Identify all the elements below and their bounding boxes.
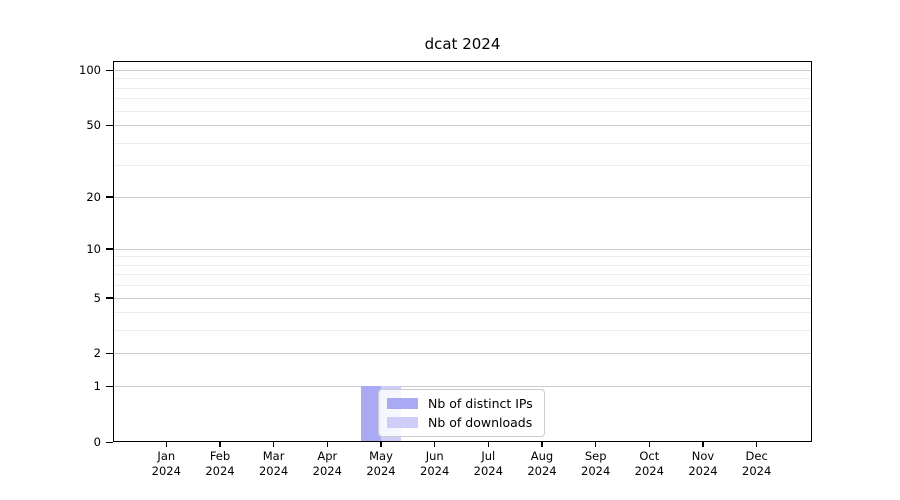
x-tick-year: 2024 xyxy=(473,464,503,478)
x-tick-label: May 2024 xyxy=(353,449,409,479)
y-major-gridline xyxy=(114,196,811,198)
y-tick-mark xyxy=(106,441,113,443)
y-major-gridline xyxy=(114,248,811,250)
y-tick-mark xyxy=(106,385,113,388)
x-tick-label: Feb 2024 xyxy=(192,449,248,479)
x-tick-label: Jul 2024 xyxy=(460,449,516,479)
y-tick-label: 2 xyxy=(93,346,101,361)
x-tick-month: May xyxy=(369,449,393,463)
x-tick-month: Dec xyxy=(745,449,768,463)
y-major-gridline xyxy=(114,70,811,71)
legend-item: Nb of downloads xyxy=(387,413,536,432)
x-tick-label: Jun 2024 xyxy=(407,449,463,479)
legend-label: Nb of downloads xyxy=(428,415,533,430)
x-tick-mark xyxy=(219,442,221,447)
y-minor-gridline xyxy=(114,78,811,80)
x-tick-year: 2024 xyxy=(527,464,557,478)
x-tick-label: Jan 2024 xyxy=(138,449,194,479)
y-tick-label: 20 xyxy=(86,189,101,204)
legend-item: Nb of distinct IPs xyxy=(387,394,536,413)
y-minor-gridline xyxy=(114,142,811,144)
x-tick-mark xyxy=(272,442,275,447)
y-tick-mark xyxy=(106,196,113,198)
y-major-gridline xyxy=(114,353,811,355)
x-tick-month: Apr xyxy=(317,449,338,463)
y-minor-gridline xyxy=(114,98,811,100)
y-minor-gridline xyxy=(114,165,811,167)
x-tick-mark xyxy=(541,442,543,447)
y-minor-gridline xyxy=(114,312,811,314)
y-major-gridline xyxy=(114,125,811,127)
y-major-gridline xyxy=(114,386,811,388)
y-tick-mark xyxy=(106,124,113,127)
x-tick-mark xyxy=(433,442,436,447)
x-tick-mark xyxy=(755,442,758,447)
x-tick-year: 2024 xyxy=(366,464,396,478)
x-tick-label: Apr 2024 xyxy=(299,449,355,479)
legend-label: Nb of distinct IPs xyxy=(428,396,533,411)
legend-swatch-downloads xyxy=(387,417,418,428)
x-tick-mark xyxy=(326,442,329,447)
x-tick-month: Aug xyxy=(530,449,554,463)
chart-title: dcat 2024 xyxy=(424,35,501,53)
x-tick-label: Nov 2024 xyxy=(675,449,731,479)
plot-area xyxy=(113,61,812,442)
y-minor-gridline xyxy=(114,274,811,276)
y-minor-gridline xyxy=(114,330,811,332)
y-tick-mark xyxy=(106,248,113,250)
x-tick-label: Mar 2024 xyxy=(246,449,302,479)
x-tick-month: Sep xyxy=(584,449,607,463)
x-tick-mark xyxy=(487,442,490,447)
y-major-gridline xyxy=(114,297,811,299)
x-tick-mark xyxy=(648,442,651,447)
y-minor-gridline xyxy=(114,256,811,258)
y-tick-label: 50 xyxy=(86,118,101,133)
x-tick-label: Sep 2024 xyxy=(568,449,624,479)
x-tick-year: 2024 xyxy=(581,464,611,478)
x-tick-year: 2024 xyxy=(205,464,235,478)
y-minor-gridline xyxy=(114,87,811,89)
x-tick-year: 2024 xyxy=(634,464,664,478)
y-tick-label: 10 xyxy=(86,241,101,256)
y-minor-gridline xyxy=(114,110,811,112)
x-tick-year: 2024 xyxy=(312,464,342,478)
y-minor-gridline xyxy=(114,285,811,287)
x-tick-label: Dec 2024 xyxy=(729,449,785,479)
y-tick-label: 5 xyxy=(93,290,101,305)
x-tick-year: 2024 xyxy=(742,464,772,478)
x-tick-month: Mar xyxy=(262,449,285,463)
x-tick-month: Nov xyxy=(691,449,715,463)
x-tick-year: 2024 xyxy=(688,464,718,478)
y-tick-label: 0 xyxy=(93,435,101,449)
x-tick-mark xyxy=(594,442,597,447)
x-tick-year: 2024 xyxy=(151,464,181,478)
y-tick-mark xyxy=(106,69,113,71)
x-tick-label: Aug 2024 xyxy=(514,449,570,479)
y-tick-label: 100 xyxy=(79,63,101,77)
x-tick-month: Jul xyxy=(481,449,496,463)
legend-swatch-distinct-ips xyxy=(387,398,418,409)
y-tick-mark xyxy=(106,297,113,299)
x-tick-label: Oct 2024 xyxy=(621,449,677,479)
x-tick-month: Oct xyxy=(639,449,660,463)
x-tick-mark xyxy=(380,442,382,447)
x-tick-month: Jan xyxy=(157,449,176,463)
legend: Nb of distinct IPs Nb of downloads xyxy=(378,389,545,437)
y-tick-mark xyxy=(106,352,113,355)
y-tick-label: 1 xyxy=(93,379,101,394)
x-tick-month: Jun xyxy=(425,449,444,463)
y-minor-gridline xyxy=(114,264,811,266)
x-tick-year: 2024 xyxy=(420,464,450,478)
x-tick-mark xyxy=(165,442,168,447)
x-tick-month: Feb xyxy=(209,449,231,463)
x-tick-year: 2024 xyxy=(258,464,289,478)
x-tick-mark xyxy=(702,442,704,447)
